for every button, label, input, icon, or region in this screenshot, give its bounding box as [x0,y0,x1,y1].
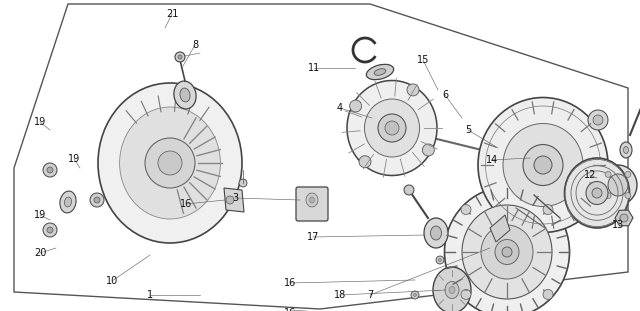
Text: 15: 15 [417,55,429,65]
Ellipse shape [65,197,72,207]
Ellipse shape [462,205,552,299]
Circle shape [178,55,182,59]
Ellipse shape [534,156,552,174]
Ellipse shape [449,286,455,294]
Text: 1: 1 [147,290,153,300]
Circle shape [359,156,371,168]
Circle shape [94,197,100,203]
Ellipse shape [431,226,442,240]
Ellipse shape [620,142,632,158]
Circle shape [605,171,611,177]
Text: 16: 16 [284,308,296,311]
Circle shape [625,171,631,177]
Text: 16: 16 [180,199,192,209]
Ellipse shape [180,88,190,102]
Circle shape [226,196,234,204]
Circle shape [605,193,611,199]
Ellipse shape [586,182,608,205]
Ellipse shape [445,281,459,299]
Ellipse shape [365,99,419,157]
Text: 19: 19 [34,117,46,127]
Text: 14: 14 [486,155,498,165]
Text: 18: 18 [334,290,346,300]
Text: 4: 4 [337,103,343,113]
Ellipse shape [523,145,563,185]
Ellipse shape [158,151,182,175]
Ellipse shape [366,64,394,80]
Ellipse shape [120,107,220,219]
Circle shape [438,258,442,262]
Text: 20: 20 [34,248,46,258]
Ellipse shape [60,191,76,213]
Circle shape [413,294,417,296]
Ellipse shape [478,98,608,233]
Circle shape [593,115,603,125]
Ellipse shape [378,114,406,142]
Text: 16: 16 [284,278,296,288]
Text: 6: 6 [442,90,448,100]
Ellipse shape [599,165,637,205]
Ellipse shape [623,146,628,154]
Circle shape [407,84,419,96]
Circle shape [436,256,444,264]
Ellipse shape [481,225,533,279]
Text: 8: 8 [192,40,198,50]
Circle shape [47,227,53,233]
Circle shape [239,179,247,187]
Text: 19: 19 [34,210,46,220]
Text: 17: 17 [307,232,319,242]
Circle shape [588,110,608,130]
Circle shape [422,144,435,156]
Circle shape [47,167,53,173]
Circle shape [461,205,471,215]
Circle shape [461,290,471,299]
Ellipse shape [502,247,512,257]
Circle shape [620,214,628,222]
Circle shape [43,223,57,237]
Text: 12: 12 [584,170,596,180]
FancyBboxPatch shape [296,187,328,221]
Polygon shape [490,215,510,242]
Ellipse shape [310,197,314,203]
Ellipse shape [433,267,471,311]
Ellipse shape [145,138,195,188]
Ellipse shape [174,81,196,109]
Circle shape [175,52,185,62]
Circle shape [411,291,419,299]
Circle shape [625,193,631,199]
Text: 7: 7 [367,290,373,300]
Ellipse shape [424,218,448,248]
Circle shape [349,100,362,112]
Ellipse shape [98,83,242,243]
Text: 19: 19 [68,154,80,164]
Circle shape [543,205,553,215]
Ellipse shape [347,81,437,175]
Polygon shape [224,188,244,212]
Text: 21: 21 [166,9,178,19]
Text: 3: 3 [232,193,238,203]
Text: 10: 10 [106,276,118,286]
Ellipse shape [495,239,519,264]
Text: 11: 11 [308,63,320,73]
Circle shape [43,163,57,177]
Circle shape [90,193,104,207]
Ellipse shape [608,174,628,196]
Ellipse shape [385,121,399,135]
Ellipse shape [592,188,602,198]
Circle shape [543,290,553,299]
Ellipse shape [445,187,570,311]
Ellipse shape [564,158,630,228]
Ellipse shape [306,193,318,207]
Circle shape [404,185,414,195]
Ellipse shape [374,69,386,75]
Text: 13: 13 [612,220,624,230]
Text: 5: 5 [465,125,471,135]
Ellipse shape [503,123,583,207]
